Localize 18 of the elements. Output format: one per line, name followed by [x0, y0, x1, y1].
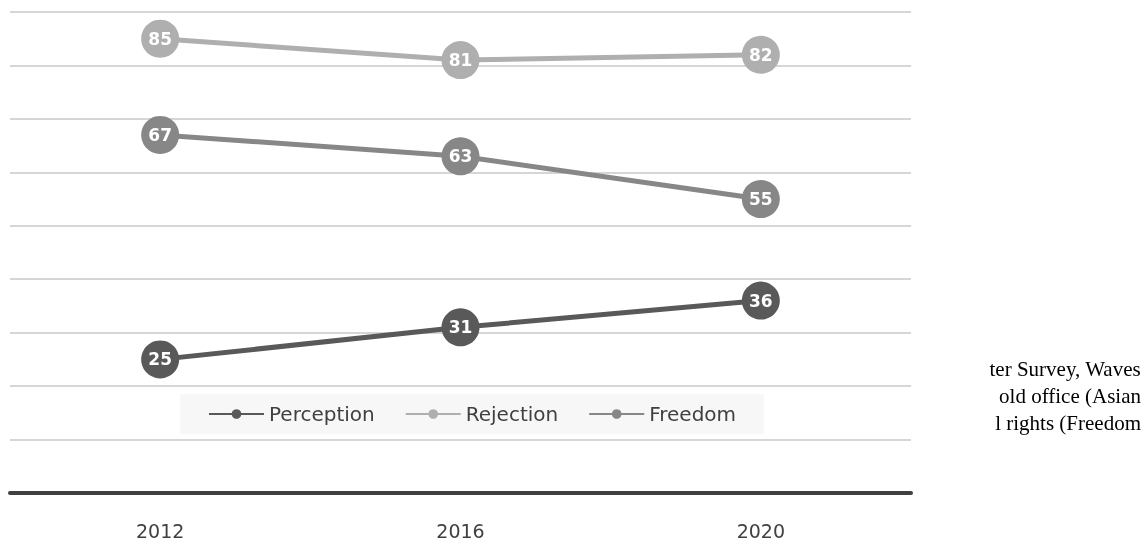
data-label: 36 — [749, 290, 773, 311]
data-label: 55 — [749, 189, 773, 210]
data-label: 31 — [448, 317, 473, 338]
data-label: 63 — [448, 146, 473, 167]
legend-label: Rejection — [465, 402, 559, 426]
x-tick-label: 2016 — [436, 519, 485, 542]
data-label: 81 — [448, 50, 473, 71]
x-tick-label: 2020 — [736, 519, 786, 542]
text: ter Survey, Waves — [989, 356, 1141, 381]
data-label: 25 — [148, 349, 172, 370]
data-label: 67 — [148, 124, 172, 145]
text: old office (Asian — [999, 383, 1142, 408]
data-label: 82 — [749, 44, 773, 65]
legend-label: Perception — [269, 402, 375, 426]
x-tick-label: 2012 — [135, 519, 185, 542]
text: l rights (Freedom — [995, 410, 1141, 435]
legend-label: Freedom — [649, 402, 737, 426]
data-label: 85 — [148, 28, 172, 49]
